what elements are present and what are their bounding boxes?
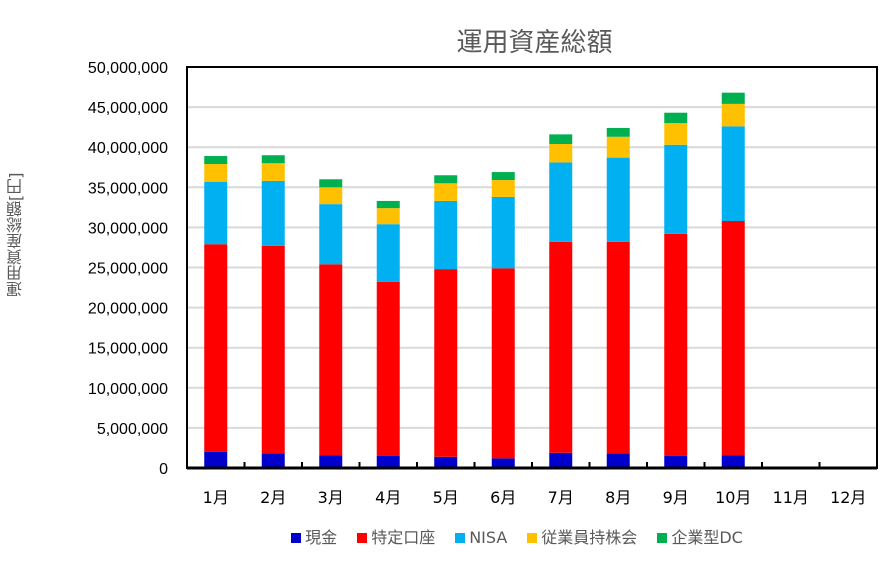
x-tick-label: 11月	[773, 488, 809, 507]
legend-item: 現金	[291, 524, 337, 548]
bar-segment	[319, 179, 343, 188]
legend-swatch	[455, 533, 466, 543]
legend-swatch	[357, 533, 368, 543]
bar-segment	[664, 144, 688, 234]
bar-segment	[376, 455, 400, 468]
bar-segment	[434, 269, 458, 457]
x-tick-label: 3月	[318, 488, 344, 507]
bar-segment	[204, 181, 228, 245]
x-tick-label: 1月	[203, 488, 229, 507]
y-tick-label: 20,000,000	[88, 301, 168, 318]
bar-segment	[319, 455, 343, 468]
legend-swatch	[527, 533, 538, 543]
x-tick-label: 4月	[375, 488, 401, 507]
bar-segment	[204, 451, 228, 468]
bar-segment	[319, 187, 343, 205]
bar-segment	[549, 452, 573, 468]
bar-segment	[606, 136, 630, 158]
y-tick-label: 40,000,000	[88, 140, 168, 157]
bar-segment	[261, 245, 285, 454]
y-tick-label: 15,000,000	[88, 341, 168, 358]
legend-label: 現金	[305, 528, 338, 547]
bar-segment	[204, 244, 228, 452]
bar-segment	[376, 224, 400, 282]
bar-segment	[261, 155, 285, 164]
legend-label: NISA	[469, 528, 508, 547]
bar-segment	[721, 455, 745, 468]
bar-segment	[204, 164, 228, 182]
bar-segment	[261, 180, 285, 246]
bar-segment	[664, 233, 688, 456]
x-tick-label: 10月	[715, 488, 751, 507]
legend-item: 企業型DC	[657, 524, 743, 548]
bar-segment	[319, 264, 343, 456]
x-tick-label: 7月	[548, 488, 574, 507]
bar-segment	[491, 458, 515, 468]
y-tick-label: 35,000,000	[88, 180, 168, 197]
legend-item: 従業員持株会	[527, 524, 637, 548]
bar-segment	[376, 200, 400, 209]
bar-segment	[549, 241, 573, 453]
bar-segment	[549, 134, 573, 144]
bar-segment	[606, 453, 630, 468]
legend-swatch	[291, 533, 302, 543]
bar-segment	[261, 453, 285, 468]
x-tick-label: 12月	[830, 488, 866, 507]
bar-segment	[434, 175, 458, 184]
bar-segment	[491, 180, 515, 197]
bar-segment	[491, 268, 515, 459]
y-tick-label: 25,000,000	[88, 261, 168, 278]
y-tick-label: 30,000,000	[88, 220, 168, 237]
legend-label: 特定口座	[371, 528, 436, 547]
legend-label: 企業型DC	[671, 528, 743, 547]
x-tick-label: 2月	[260, 488, 286, 507]
bar-segment	[721, 103, 745, 127]
bar-segment	[606, 157, 630, 242]
bar-segment	[261, 163, 285, 181]
y-tick-label: 50,000,000	[88, 60, 168, 77]
y-tick-label: 5,000,000	[97, 421, 168, 438]
chart-title: 運用資産総額	[456, 28, 613, 58]
legend-swatch	[657, 533, 668, 543]
bar-segment	[376, 281, 400, 456]
bar-segment	[664, 112, 688, 124]
legend: 現金 特定口座 NISA 従業員持株会 企業型DC	[0, 524, 894, 548]
bar-segment	[664, 455, 688, 468]
x-tick-label: 9月	[663, 488, 689, 507]
y-tick-label: 45,000,000	[88, 100, 168, 117]
x-tick-label: 8月	[605, 488, 631, 507]
bar-segment	[491, 196, 515, 269]
legend-item: NISA	[455, 528, 507, 547]
y-tick-label: 10,000,000	[88, 381, 168, 398]
bar-segment	[606, 241, 630, 454]
bar-segment	[549, 162, 573, 242]
bar-segment	[721, 92, 745, 104]
x-tick-label: 6月	[490, 488, 516, 507]
bar-segment	[376, 208, 400, 225]
bar-segment	[721, 126, 745, 221]
bar-segment	[434, 456, 458, 468]
bar-segment	[606, 127, 630, 137]
bar-segment	[434, 183, 458, 201]
bar-segment	[434, 200, 458, 270]
bar-segment	[204, 156, 228, 165]
bar-segment	[549, 143, 573, 163]
legend-label: 従業員持株会	[541, 528, 638, 547]
bar-segment	[491, 172, 515, 181]
y-tick-label: 0	[159, 461, 168, 478]
legend-item: 特定口座	[357, 524, 435, 548]
x-tick-label: 5月	[433, 488, 459, 507]
bar-segment	[664, 123, 688, 145]
bar-segment	[721, 220, 745, 456]
bar-segment	[319, 204, 343, 265]
